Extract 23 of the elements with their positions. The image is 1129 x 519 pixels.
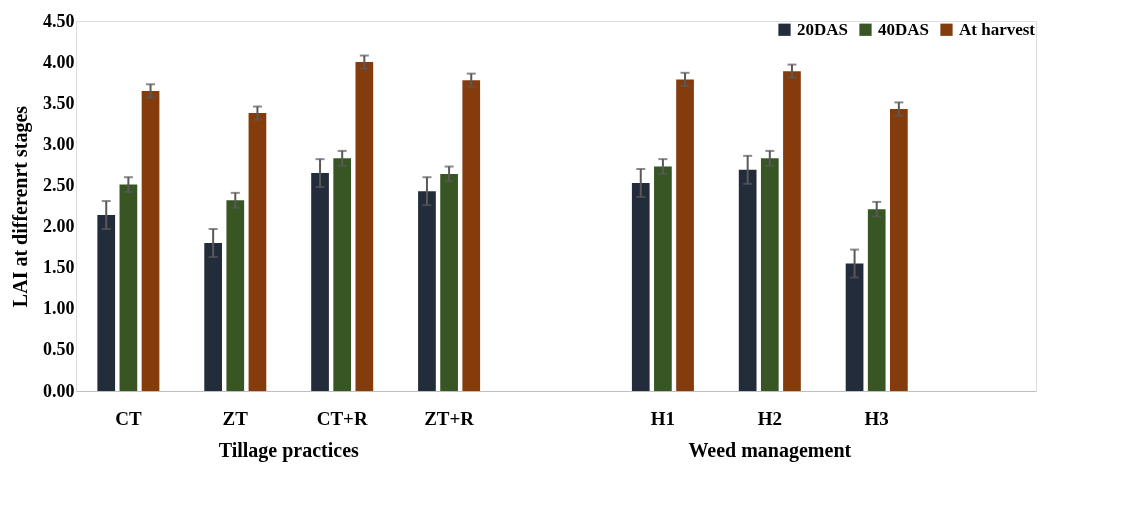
x-tick-label: ZT xyxy=(222,407,249,429)
x-tick-label: CT xyxy=(115,407,142,429)
y-tick-label: 4.50 xyxy=(43,10,75,31)
y-tick-label: 1.50 xyxy=(43,257,75,278)
y-tick-label: 4.00 xyxy=(43,51,75,72)
x-tick-label: ZT+R xyxy=(424,407,475,429)
x-tick-label: H3 xyxy=(864,407,889,429)
text: Tillage practices xyxy=(218,439,360,462)
legend-label: At harvest xyxy=(959,19,1036,39)
legend-label: 40DAS xyxy=(878,19,930,39)
x-tick-label: CT+R xyxy=(316,407,368,429)
y-tick-label: 3.50 xyxy=(43,92,75,113)
y-tick-label: 0.00 xyxy=(43,380,75,401)
y-tick-label: 0.50 xyxy=(43,339,75,360)
y-axis-title: LAI at differenrt stages xyxy=(9,105,32,308)
y-tick-label: 1.00 xyxy=(43,298,75,319)
x-tick-label: H2 xyxy=(757,407,782,429)
text: Weed management xyxy=(688,439,852,462)
x-tick-label: H1 xyxy=(650,407,676,429)
y-tick-label: 2.00 xyxy=(43,216,75,237)
y-tick-label: 2.50 xyxy=(43,174,75,195)
y-tick-label: 3.00 xyxy=(43,133,75,154)
legend-label: 20DAS xyxy=(797,19,849,39)
